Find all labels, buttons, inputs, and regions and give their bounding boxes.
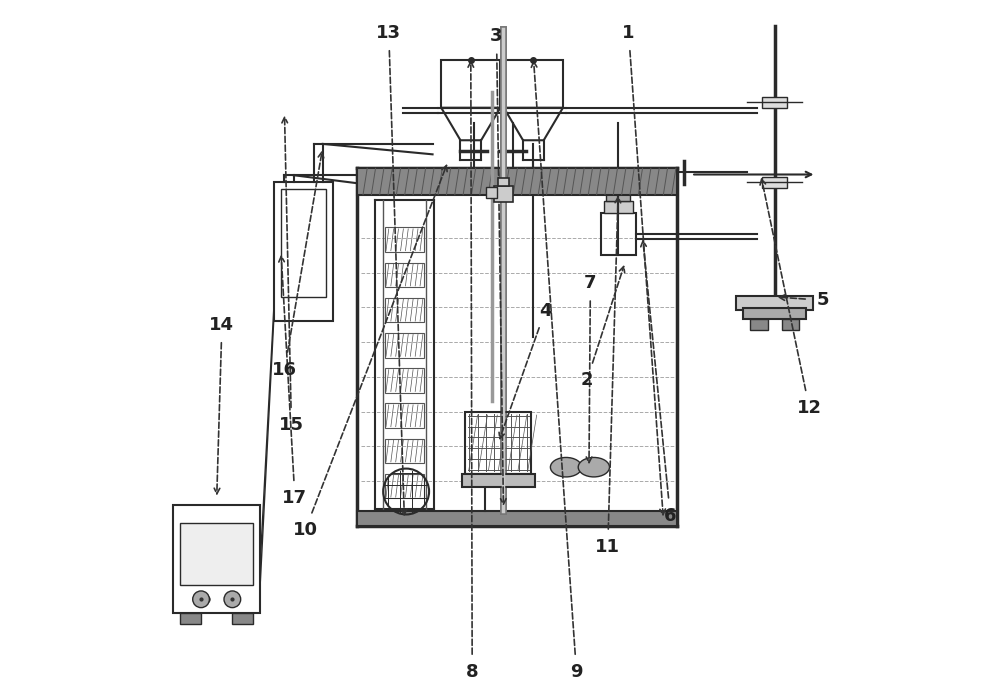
Text: 14: 14 — [209, 315, 234, 334]
Bar — [494, 186, 513, 202]
Bar — [274, 182, 333, 321]
Text: 16: 16 — [272, 361, 297, 379]
Text: 12: 12 — [797, 399, 822, 417]
Bar — [385, 438, 424, 463]
Bar — [762, 96, 787, 107]
Bar — [385, 474, 424, 498]
Text: 4: 4 — [539, 302, 551, 320]
Bar — [357, 168, 677, 195]
Text: 11: 11 — [595, 538, 620, 556]
Bar — [385, 333, 424, 357]
Bar — [762, 177, 787, 188]
Text: 10: 10 — [293, 521, 318, 539]
Bar — [604, 201, 633, 214]
Bar — [486, 187, 497, 198]
Bar — [385, 262, 424, 288]
Bar — [385, 298, 424, 322]
Text: 17: 17 — [282, 489, 307, 507]
Bar — [743, 308, 806, 319]
Bar — [606, 194, 630, 201]
Text: 6: 6 — [664, 507, 677, 525]
Bar — [601, 214, 636, 255]
Text: 7: 7 — [584, 274, 597, 292]
Text: 1: 1 — [622, 24, 635, 42]
Bar — [180, 613, 201, 623]
Bar — [232, 613, 253, 623]
Bar — [750, 319, 768, 329]
Ellipse shape — [578, 457, 609, 477]
Circle shape — [224, 591, 241, 608]
Bar — [385, 369, 424, 393]
Text: 5: 5 — [817, 291, 830, 309]
Text: 9: 9 — [570, 663, 583, 681]
Bar — [736, 296, 813, 310]
Text: 15: 15 — [279, 417, 304, 434]
Text: 3: 3 — [490, 27, 503, 45]
Text: 13: 13 — [376, 24, 401, 42]
Bar — [385, 403, 424, 428]
Bar — [180, 523, 253, 586]
Bar — [462, 474, 535, 487]
Bar — [498, 178, 509, 186]
Circle shape — [193, 591, 209, 608]
Bar — [465, 412, 531, 474]
Bar — [357, 511, 677, 526]
Bar — [385, 228, 424, 252]
Ellipse shape — [550, 457, 582, 477]
Bar — [441, 61, 500, 107]
Bar — [281, 189, 326, 297]
Text: 8: 8 — [466, 663, 479, 681]
Bar — [173, 505, 260, 613]
Bar — [504, 61, 563, 107]
Text: 2: 2 — [581, 371, 593, 389]
Bar — [782, 319, 799, 329]
